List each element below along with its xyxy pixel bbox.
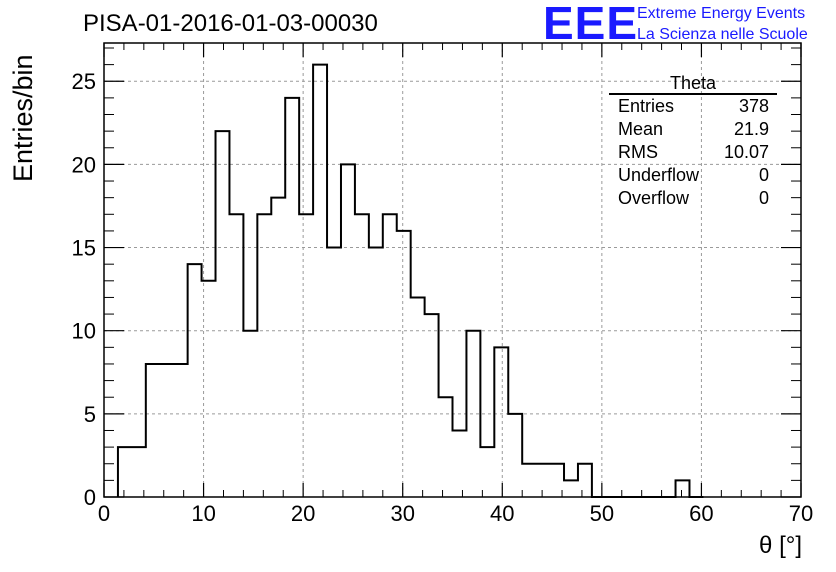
x-tick-label: 10 — [191, 501, 215, 526]
x-tick-label: 50 — [590, 501, 614, 526]
stats-label: RMS — [618, 142, 658, 162]
stats-value: 21.9 — [733, 119, 769, 139]
y-tick-label: 0 — [84, 485, 96, 510]
histogram-line — [116, 63, 704, 498]
stats-row-entries: Entries 378 — [609, 95, 777, 118]
tick-labels: 0 10 20 30 40 50 60 70 0 5 10 15 20 25 — [72, 69, 814, 526]
stats-row-underflow: Underflow 0 — [609, 164, 777, 187]
y-axis-label: Entries/bin — [8, 54, 38, 182]
stats-label: Overflow — [618, 188, 690, 208]
stats-value: 0 — [758, 165, 769, 185]
stats-row-mean: Mean 21.9 — [609, 118, 777, 141]
y-tick-label: 10 — [72, 319, 96, 344]
plot-frame — [103, 42, 802, 498]
y-tick-label: 25 — [72, 69, 96, 94]
x-tick-label: 40 — [490, 501, 514, 526]
logo-line-1: Extreme Energy Events — [637, 5, 806, 22]
stats-label: Underflow — [618, 165, 700, 185]
stats-value: 10.07 — [723, 142, 769, 162]
y-tick-label: 20 — [72, 152, 96, 177]
y-tick-label: 15 — [72, 236, 96, 261]
logo-line-2: La Scienza nelle Scuole — [637, 26, 808, 43]
x-tick-label: 20 — [291, 501, 315, 526]
x-tick-label: 70 — [789, 501, 813, 526]
stats-value: 0 — [758, 188, 769, 208]
x-tick-label: 30 — [390, 501, 414, 526]
stats-box: Theta Entries 378 Mean 21.9 RMS 10.07 Under… — [609, 73, 777, 210]
x-tick-label: 60 — [689, 501, 713, 526]
stats-row-overflow: Overflow 0 — [609, 187, 777, 210]
plot-title: PISA-01-2016-01-03-00030 — [83, 10, 378, 37]
stats-title: Theta — [609, 73, 777, 95]
x-tick-label: 0 — [98, 501, 110, 526]
stats-row-rms: RMS 10.07 — [609, 141, 777, 164]
stats-value: 378 — [738, 96, 769, 116]
x-axis-label: θ [°] — [759, 532, 802, 559]
stats-label: Entries — [618, 96, 675, 116]
axis-ticks — [103, 43, 802, 498]
stats-label: Mean — [618, 119, 664, 139]
eee-logo: EEE — [543, 0, 639, 49]
y-tick-label: 5 — [84, 402, 96, 427]
